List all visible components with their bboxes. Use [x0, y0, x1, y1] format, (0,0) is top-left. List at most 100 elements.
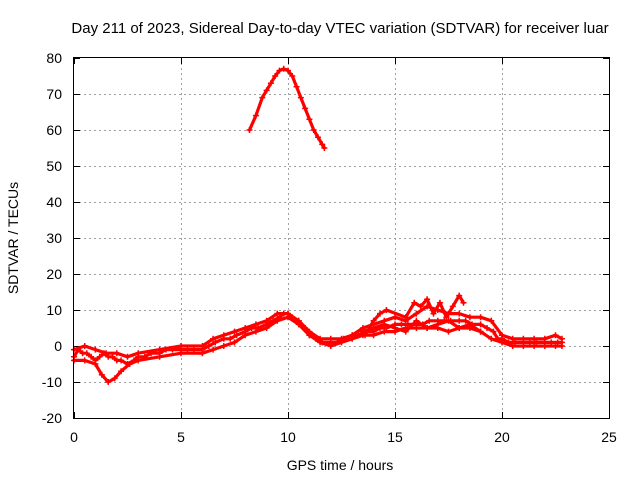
data-point [212, 339, 219, 346]
data-point [272, 73, 279, 79]
data-point [118, 357, 125, 364]
x-axis-label: GPS time / hours [287, 457, 394, 473]
data-point [456, 292, 463, 299]
data-point [477, 314, 484, 321]
data-point [306, 116, 313, 123]
y-tick-label: 40 [46, 194, 62, 210]
data-point [274, 317, 281, 324]
data-point [178, 350, 184, 357]
data-point [558, 335, 565, 342]
data-point [490, 328, 497, 335]
data-point [210, 335, 217, 342]
data-point [317, 339, 324, 346]
data-point [327, 343, 334, 349]
chart-title: Day 211 of 2023, Sidereal Day-to-day VTE… [71, 20, 608, 37]
series-line-upper-band [72, 304, 564, 359]
data-point [377, 310, 384, 317]
y-tick-label: 0 [54, 338, 62, 354]
data-point [541, 343, 548, 349]
data-point [263, 87, 270, 94]
data-point [499, 332, 505, 339]
y-tick-label: -20 [42, 410, 62, 426]
data-point [156, 353, 163, 360]
y-tick-label: 30 [46, 230, 62, 246]
x-tick-label: 20 [494, 429, 510, 445]
data-point [370, 317, 377, 324]
data-point [105, 379, 112, 385]
data-point [509, 343, 516, 349]
data-point [88, 353, 95, 360]
data-point [111, 375, 118, 382]
y-axis-label: SDTVAR / TECUs [5, 182, 21, 294]
data-point [477, 321, 484, 328]
data-point [456, 310, 463, 317]
data-point [205, 343, 212, 349]
data-point [246, 127, 253, 133]
data-point [381, 321, 388, 328]
data-point [92, 346, 99, 353]
data-point [411, 299, 418, 306]
data-point [477, 328, 484, 335]
data-point [227, 335, 234, 342]
data-point [113, 350, 120, 357]
data-point [462, 317, 469, 324]
data-point [466, 321, 473, 328]
data-point [460, 299, 467, 306]
data-point [541, 335, 548, 342]
data-point [297, 94, 304, 101]
data-point [383, 307, 390, 313]
data-point [220, 343, 227, 349]
data-point [338, 339, 345, 346]
data-point [402, 328, 409, 335]
data-point [178, 343, 184, 349]
data-point [370, 332, 377, 339]
data-point [274, 310, 281, 317]
data-point [267, 80, 274, 87]
data-point [362, 332, 369, 339]
data-point [413, 325, 420, 331]
data-point [280, 65, 287, 72]
data-point [310, 127, 317, 133]
data-point [285, 67, 291, 74]
data-point [558, 343, 565, 349]
data-point [466, 314, 473, 321]
data-point [81, 343, 88, 349]
x-tick-label: 10 [280, 429, 296, 445]
data-point [199, 350, 206, 357]
data-point [252, 328, 259, 335]
plot-frame [73, 57, 610, 419]
data-point [289, 73, 296, 79]
data-point [83, 350, 90, 357]
data-point [81, 357, 88, 364]
data-point [424, 325, 431, 331]
data-point [520, 343, 527, 349]
data-point [210, 346, 217, 353]
data-point [392, 314, 398, 321]
data-point [319, 141, 326, 148]
data-point [413, 310, 420, 317]
series-line-daytime-peak [247, 67, 326, 150]
data-point [242, 332, 249, 339]
data-point [359, 328, 366, 335]
data-point [135, 350, 142, 357]
axis-tick-labels: 0 5 10 15 20 25 -20 -10 0 10 20 30 40 50 60 70 80 [42, 50, 617, 445]
data-point [392, 325, 398, 331]
x-tick-label: 5 [177, 429, 185, 445]
data-point [430, 310, 437, 317]
data-point [263, 317, 270, 324]
data-point [263, 325, 270, 331]
data-point [135, 357, 142, 364]
data-point [233, 332, 240, 339]
data-point [449, 303, 456, 310]
data-point [349, 335, 356, 342]
data-point [302, 105, 309, 112]
data-point [314, 134, 321, 141]
data-point [456, 325, 463, 331]
data-point [92, 361, 99, 367]
data-point [552, 343, 559, 349]
data-point [252, 321, 259, 328]
data-point [445, 317, 452, 324]
data-point [103, 350, 110, 357]
data-point [98, 371, 105, 378]
data-point [199, 343, 206, 349]
